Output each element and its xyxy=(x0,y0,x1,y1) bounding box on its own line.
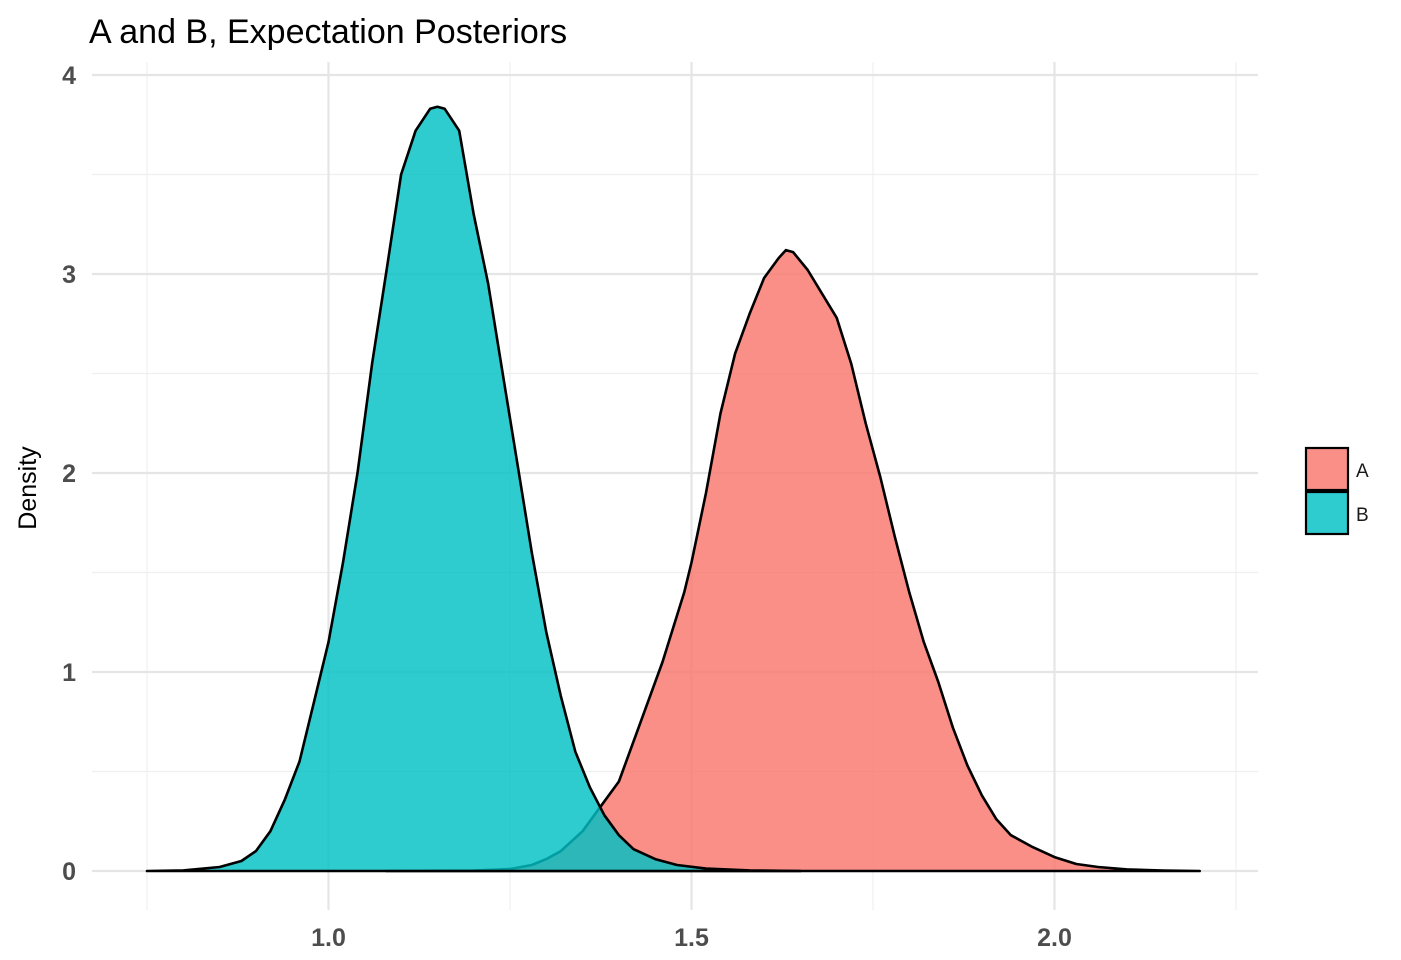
x-tick-label: 1.0 xyxy=(311,924,346,952)
y-axis-ticks: 0 1 2 3 4 xyxy=(62,62,76,886)
density-areas xyxy=(145,105,1201,873)
density-area-b xyxy=(145,105,802,873)
y-tick-label: 0 xyxy=(62,858,76,886)
legend-key-a xyxy=(1304,446,1350,492)
y-tick-label: 3 xyxy=(62,261,76,289)
legend-label-b: B xyxy=(1356,505,1369,526)
legend-key-b xyxy=(1304,490,1350,536)
chart-title: A and B, Expectation Posteriors xyxy=(89,13,567,51)
x-tick-label: 2.0 xyxy=(1037,924,1072,952)
x-axis-ticks: 1.0 1.5 2.0 xyxy=(311,924,1072,952)
y-tick-label: 2 xyxy=(62,460,76,488)
x-tick-label: 1.5 xyxy=(674,924,709,952)
legend-label-a: A xyxy=(1356,461,1369,482)
y-tick-label: 4 xyxy=(62,62,76,90)
legend: AB xyxy=(1304,446,1369,536)
y-axis-title: Density xyxy=(14,446,42,530)
y-tick-label: 1 xyxy=(62,659,76,687)
